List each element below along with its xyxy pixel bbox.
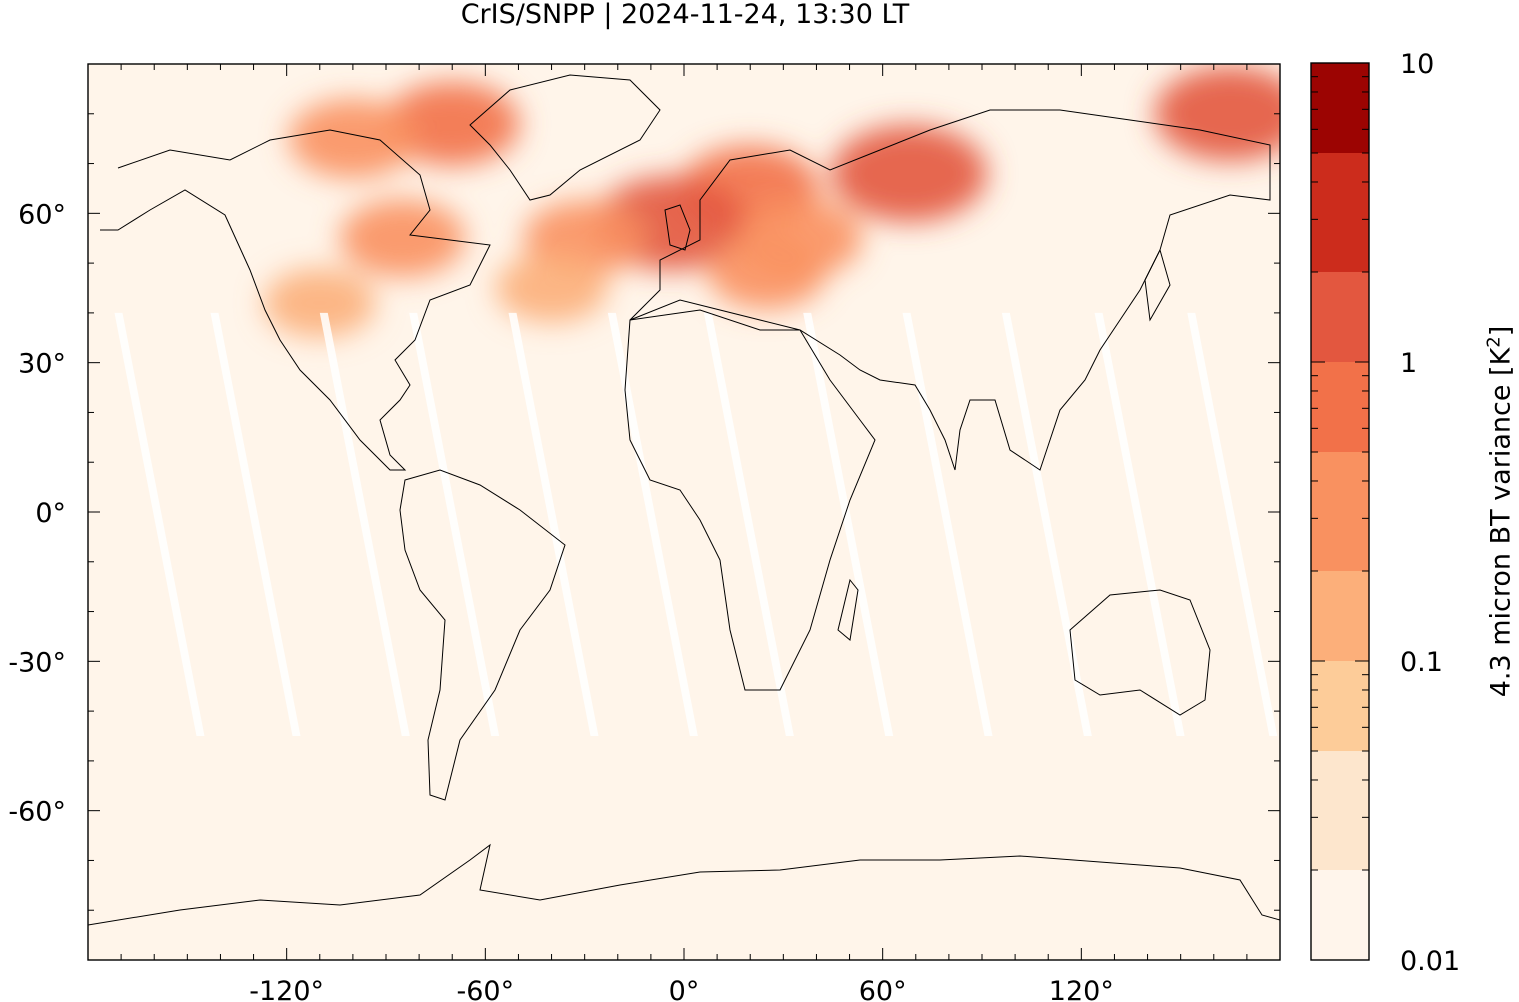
orbit-gap-8 bbox=[902, 312, 993, 736]
colorbar-band-8 bbox=[1311, 63, 1369, 154]
orbit-gap-0 bbox=[114, 312, 205, 736]
x-tick-label: 60° bbox=[859, 976, 907, 1002]
plot-area bbox=[88, 64, 1280, 960]
colorbar-band-4 bbox=[1311, 452, 1369, 571]
chart-title: CrIS/SNPP | 2024-11-24, 13:30 LT bbox=[460, 0, 910, 30]
colorbar-band-7 bbox=[1311, 153, 1369, 272]
coastline-africa bbox=[624, 309, 876, 691]
coastline-greenland bbox=[469, 74, 661, 201]
colorbar-band-5 bbox=[1311, 362, 1369, 453]
colorbar-band-2 bbox=[1311, 661, 1369, 752]
y-tick-label: 0° bbox=[35, 498, 66, 529]
orbit-gaps bbox=[114, 312, 1278, 736]
hotspot-9 bbox=[708, 236, 826, 310]
coastline-antarctica bbox=[88, 843, 1280, 926]
y-tick-label: 60° bbox=[18, 199, 66, 230]
orbit-gap-6 bbox=[703, 312, 794, 736]
x-tick-label: 120° bbox=[1049, 976, 1114, 1002]
orbit-gap-11 bbox=[1187, 312, 1278, 736]
x-axis-labels: -120° -60° 0° 60° 120° bbox=[249, 976, 1114, 1002]
variance-field bbox=[263, 66, 1280, 338]
orbit-gap-9 bbox=[1001, 312, 1092, 736]
colorbar-label: 4.3 micron BT variance [K2] bbox=[1483, 325, 1517, 697]
hotspot-10 bbox=[495, 253, 608, 323]
colorbar-tick-label: 1 bbox=[1400, 348, 1417, 379]
plot-frame bbox=[87, 63, 1281, 961]
coastline-japan bbox=[1144, 248, 1171, 322]
orbit-gap-3 bbox=[409, 312, 500, 736]
coastline-north-america bbox=[100, 129, 491, 471]
hotspot-5 bbox=[340, 199, 466, 277]
hotspot-8 bbox=[263, 268, 376, 338]
orbit-gap-4 bbox=[508, 312, 599, 736]
orbit-gap-1 bbox=[210, 312, 301, 736]
y-axis-labels: 60° 30° 0° -30° -60° bbox=[8, 199, 66, 827]
y-tick-label: 30° bbox=[18, 349, 66, 380]
hotspot-3 bbox=[831, 125, 988, 222]
colorbar-tick-label: 0.01 bbox=[1400, 946, 1460, 977]
colorbar-tick-label: 0.1 bbox=[1400, 647, 1443, 678]
colorbar-band-6 bbox=[1311, 271, 1369, 362]
orbit-gap-2 bbox=[319, 312, 410, 736]
coastline-south-america bbox=[399, 469, 566, 801]
axis-ticks bbox=[88, 64, 1280, 960]
coastline-madagascar bbox=[837, 578, 859, 641]
hotspot-0 bbox=[384, 81, 520, 166]
colorbar-frame bbox=[1310, 62, 1370, 961]
colorbar bbox=[1310, 62, 1370, 961]
x-tick-label: 0° bbox=[669, 976, 700, 1002]
coastline-australia bbox=[1069, 589, 1211, 716]
y-tick-label: -60° bbox=[8, 797, 66, 828]
hotspot-4 bbox=[1154, 66, 1280, 161]
x-tick-label: -60° bbox=[457, 976, 515, 1002]
coastline-uk bbox=[664, 204, 691, 251]
coastlines bbox=[88, 74, 1280, 926]
orbit-gap-10 bbox=[1094, 312, 1185, 736]
orbit-gap-5 bbox=[607, 312, 698, 736]
orbit-gap-7 bbox=[803, 312, 894, 736]
colorbar-tick-label: 10 bbox=[1400, 49, 1434, 80]
colorbar-band-1 bbox=[1311, 751, 1369, 870]
y-tick-label: -30° bbox=[8, 647, 66, 678]
hotspot-11 bbox=[288, 99, 417, 179]
colorbar-tick-labels: 10 1 0.1 0.01 bbox=[1400, 49, 1460, 977]
coastline-eurasia bbox=[629, 109, 1271, 471]
colorbar-band-3 bbox=[1311, 570, 1369, 661]
x-tick-label: -120° bbox=[249, 976, 324, 1002]
colorbar-band-0 bbox=[1311, 869, 1369, 960]
